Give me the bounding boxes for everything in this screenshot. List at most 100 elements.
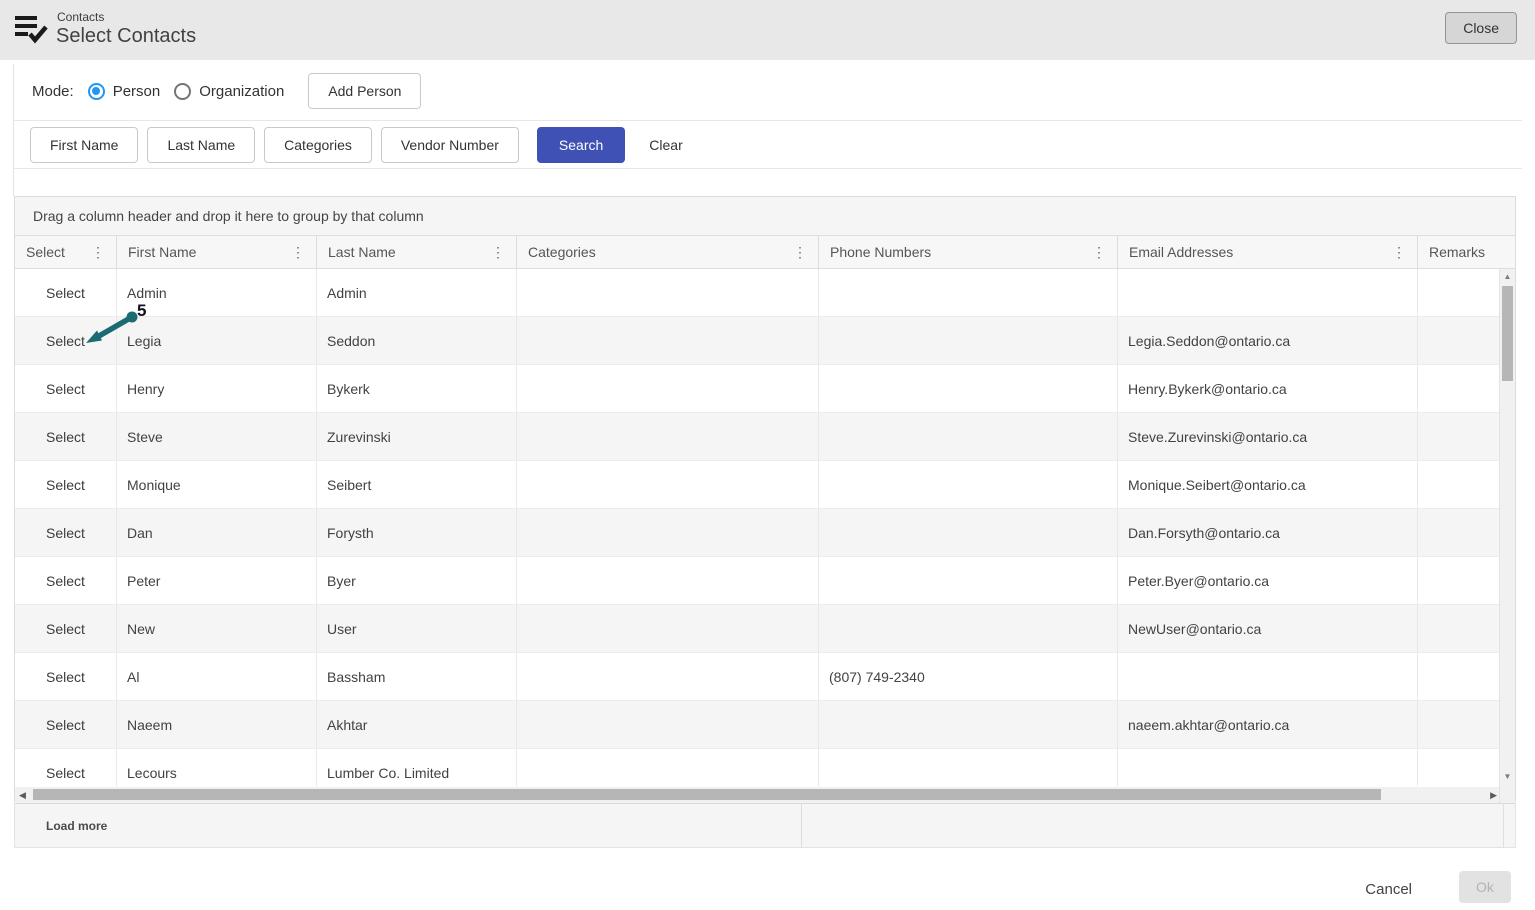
- vertical-scrollbar-thumb[interactable]: [1502, 286, 1513, 381]
- horizontal-scrollbar[interactable]: ◀ ▶: [15, 787, 1501, 803]
- row-select-link[interactable]: Select: [46, 572, 85, 589]
- cell-remarks: [1417, 749, 1501, 786]
- table-row: Select Lecours Lumber Co. Limited: [15, 749, 1501, 786]
- radio-person-label[interactable]: Person: [112, 82, 161, 100]
- cancel-button[interactable]: Cancel: [1355, 875, 1422, 904]
- cell-phone: [818, 605, 1117, 652]
- contacts-list-check-icon: [15, 16, 48, 44]
- cell-categories: [516, 413, 818, 460]
- column-header-label: Phone Numbers: [830, 244, 932, 260]
- radio-organization[interactable]: [174, 82, 192, 100]
- vertical-scrollbar[interactable]: ▲ ▼: [1499, 269, 1515, 787]
- pager-divider: [1503, 804, 1504, 847]
- vendor-number-filter-button[interactable]: Vendor Number: [380, 126, 519, 163]
- column-header-email-addresses[interactable]: Email Addresses ⋮: [1117, 236, 1417, 268]
- column-menu-icon[interactable]: ⋮: [291, 243, 305, 260]
- cell-phone: [818, 749, 1117, 786]
- cell-phone: [818, 461, 1117, 508]
- row-select-link[interactable]: Select: [46, 332, 85, 349]
- load-more-button[interactable]: Load more: [46, 818, 108, 833]
- row-select-link[interactable]: Select: [46, 524, 85, 541]
- column-menu-icon[interactable]: ⋮: [793, 243, 807, 260]
- cell-remarks: [1417, 461, 1501, 508]
- cell-last_name: Admin: [316, 269, 516, 316]
- search-button[interactable]: Search: [536, 126, 626, 163]
- cell-categories: [516, 557, 818, 604]
- cell-categories: [516, 749, 818, 786]
- cell-last_name: Bassham: [316, 653, 516, 700]
- page-title: Select Contacts: [56, 25, 197, 47]
- row-select-link[interactable]: Select: [46, 764, 85, 781]
- scrollbar-corner: [1499, 787, 1515, 803]
- cell-categories: [516, 653, 818, 700]
- column-header-label: Select: [26, 244, 65, 260]
- cell-email: Steve.Zurevinski@ontario.ca: [1117, 413, 1417, 460]
- column-menu-icon[interactable]: ⋮: [1092, 243, 1106, 260]
- column-header-categories[interactable]: Categories ⋮: [516, 236, 818, 268]
- dialog-header: Contacts Select Contacts Close: [0, 0, 1535, 60]
- row-select-link[interactable]: Select: [46, 476, 85, 493]
- cell-email: Legia.Seddon@ontario.ca: [1117, 317, 1417, 364]
- cell-categories: [516, 461, 818, 508]
- clear-button[interactable]: Clear: [634, 127, 697, 163]
- cell-email: [1117, 269, 1417, 316]
- cell-categories: [516, 509, 818, 556]
- grid-body: Select Admin Admin Select Legia Seddon Legia.S…: [15, 269, 1501, 786]
- cell-first_name: Dan: [116, 509, 316, 556]
- radio-organization-label[interactable]: Organization: [199, 82, 285, 100]
- cell-first_name: Monique: [116, 461, 316, 508]
- cell-phone: (807) 749-2340: [818, 653, 1117, 700]
- first-name-filter-button[interactable]: First Name: [30, 126, 139, 163]
- scroll-left-icon[interactable]: ◀: [19, 790, 26, 800]
- cell-first_name: Naeem: [116, 701, 316, 748]
- row-select-link[interactable]: Select: [46, 716, 85, 733]
- row-select-link[interactable]: Select: [46, 620, 85, 637]
- cell-categories: [516, 365, 818, 412]
- cell-first_name: Steve: [116, 413, 316, 460]
- scroll-up-icon[interactable]: ▲: [1503, 272, 1512, 281]
- cell-email: Dan.Forsyth@ontario.ca: [1117, 509, 1417, 556]
- row-select-link[interactable]: Select: [46, 284, 85, 301]
- cell-last_name: Lumber Co. Limited: [316, 749, 516, 786]
- horizontal-scrollbar-thumb[interactable]: [33, 789, 1381, 800]
- ok-button[interactable]: Ok: [1459, 871, 1511, 903]
- column-menu-icon[interactable]: ⋮: [91, 243, 105, 260]
- table-row: Select Al Bassham (807) 749-2340: [15, 653, 1501, 701]
- column-header-last-name[interactable]: Last Name ⋮: [316, 236, 516, 268]
- grid-pager: Load more: [14, 803, 1516, 848]
- cell-categories: [516, 605, 818, 652]
- scroll-down-icon[interactable]: ▼: [1503, 772, 1512, 781]
- scroll-right-icon[interactable]: ▶: [1490, 790, 1497, 800]
- cell-remarks: [1417, 653, 1501, 700]
- last-name-filter-button[interactable]: Last Name: [147, 126, 256, 163]
- cell-last_name: Seibert: [316, 461, 516, 508]
- radio-person[interactable]: [87, 82, 105, 100]
- row-select-link[interactable]: Select: [46, 668, 85, 685]
- column-menu-icon[interactable]: ⋮: [1392, 243, 1406, 260]
- column-header-remarks[interactable]: Remarks: [1417, 236, 1501, 268]
- cell-last_name: Zurevinski: [316, 413, 516, 460]
- column-header-first-name[interactable]: First Name ⋮: [116, 236, 316, 268]
- divider: [14, 168, 1522, 169]
- cell-phone: [818, 269, 1117, 316]
- close-button[interactable]: Close: [1445, 12, 1517, 44]
- column-header-phone-numbers[interactable]: Phone Numbers ⋮: [818, 236, 1117, 268]
- cell-remarks: [1417, 605, 1501, 652]
- cell-remarks: [1417, 317, 1501, 364]
- column-header-select[interactable]: Select ⋮: [15, 236, 116, 268]
- cell-categories: [516, 701, 818, 748]
- cell-first_name: Lecours: [116, 749, 316, 786]
- cell-email: NewUser@ontario.ca: [1117, 605, 1417, 652]
- table-row: Select Dan Forysth Dan.Forsyth@ontario.ca: [15, 509, 1501, 557]
- group-drop-area[interactable]: Drag a column header and drop it here to…: [15, 197, 1515, 236]
- row-select-link[interactable]: Select: [46, 380, 85, 397]
- row-select-link[interactable]: Select: [46, 428, 85, 445]
- cell-phone: [818, 413, 1117, 460]
- cell-phone: [818, 509, 1117, 556]
- cell-phone: [818, 317, 1117, 364]
- add-person-button[interactable]: Add Person: [308, 73, 422, 109]
- group-hint-text: Drag a column header and drop it here to…: [33, 208, 424, 224]
- categories-filter-button[interactable]: Categories: [264, 126, 372, 163]
- table-row: Select New User NewUser@ontario.ca: [15, 605, 1501, 653]
- column-menu-icon[interactable]: ⋮: [491, 243, 505, 260]
